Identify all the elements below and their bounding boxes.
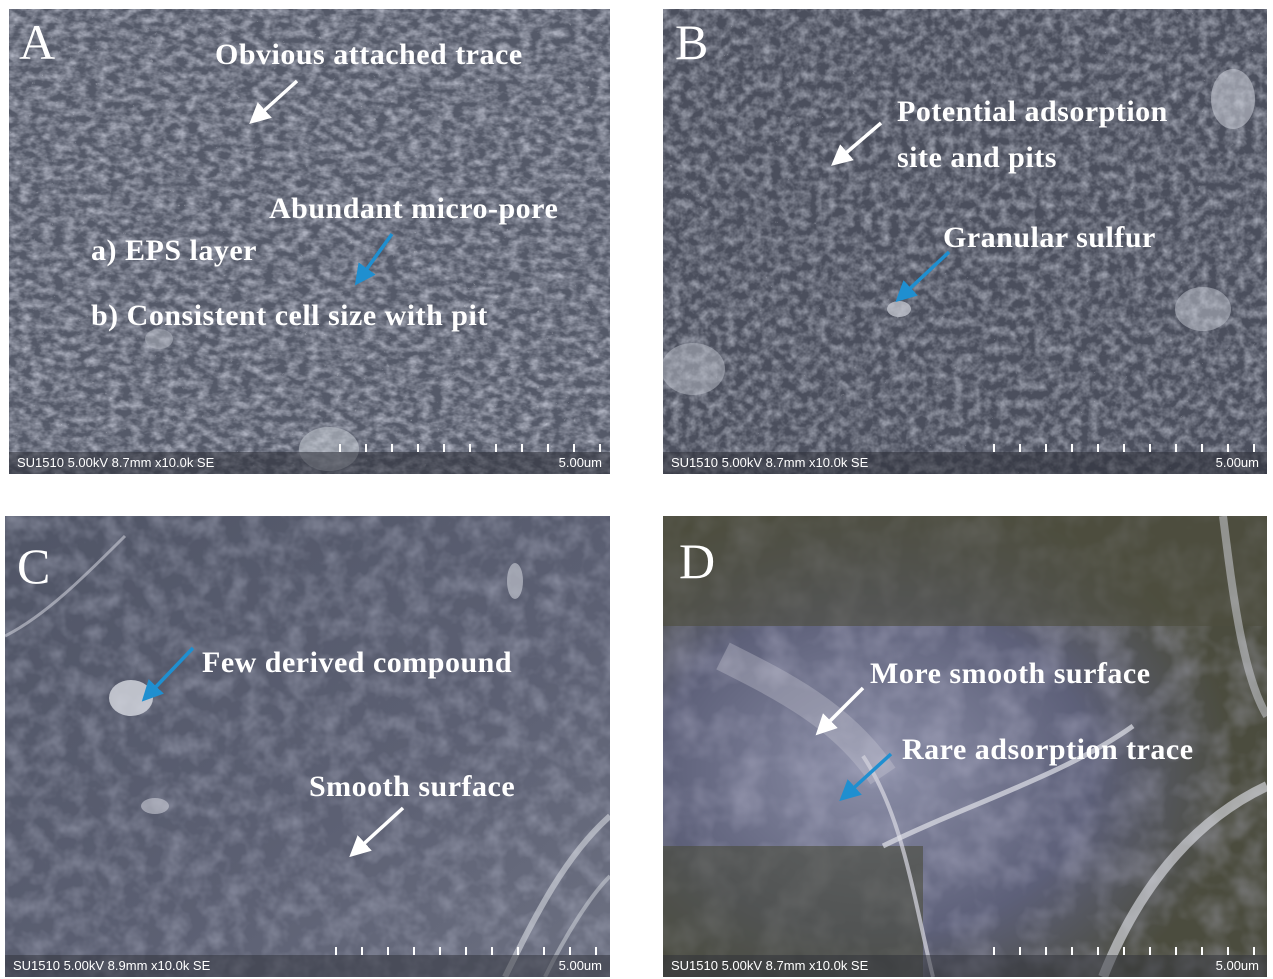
panel-letter-c: C: [17, 538, 51, 594]
sem-info-bar-d: SU1510 5.00kV 8.7mm x10.0k SE 5.00um: [663, 955, 1267, 977]
sem-info-bar-b: SU1510 5.00kV 8.7mm x10.0k SE 5.00um: [663, 452, 1267, 474]
sem-panel-a: A Obvious attached trace Abundant micro-…: [9, 9, 610, 474]
sem-info-bar-a: SU1510 5.00kV 8.7mm x10.0k SE 5.00um: [9, 452, 610, 474]
annotation-smooth-surface: Smooth surface: [309, 770, 516, 803]
annotation-attached-trace: Obvious attached trace: [215, 38, 523, 71]
annotation-cell-size: b) Consistent cell size with pit: [91, 299, 488, 332]
panel-letter-a: A: [19, 14, 56, 70]
annotation-more-smooth-surface: More smooth surface: [870, 657, 1151, 690]
annotation-granular-sulfur: Granular sulfur: [943, 221, 1156, 254]
annotation-adsorption-site-line2: site and pits: [897, 141, 1057, 174]
annotation-rare-adsorption-trace: Rare adsorption trace: [902, 733, 1194, 766]
scale-ticks-d: [993, 947, 1265, 957]
sem-panel-c: C Few derived compound Smooth surface SU…: [5, 516, 610, 977]
scale-label-a: 5.00um: [558, 455, 602, 470]
scale-ticks-b: [993, 444, 1265, 454]
annotation-micro-pore: Abundant micro-pore: [269, 192, 559, 225]
sem-image-d: [663, 516, 1267, 977]
annotation-eps-layer: a) EPS layer: [91, 234, 257, 267]
sem-image-b: [663, 9, 1267, 474]
sem-image-c: [5, 516, 610, 977]
panel-letter-d: D: [679, 533, 716, 589]
scale-label-b: 5.00um: [1215, 455, 1259, 470]
sem-info-bar-c: SU1510 5.00kV 8.9mm x10.0k SE 5.00um: [5, 955, 610, 977]
sem-info-c: SU1510 5.00kV 8.9mm x10.0k SE: [13, 958, 211, 973]
panel-letter-b: B: [675, 14, 709, 70]
scale-ticks-c: [335, 947, 607, 957]
scale-label-d: 5.00um: [1215, 958, 1259, 973]
sem-info-b: SU1510 5.00kV 8.7mm x10.0k SE: [671, 455, 869, 470]
sem-panel-d: D More smooth surface Rare adsorption tr…: [663, 516, 1267, 977]
sem-info-a: SU1510 5.00kV 8.7mm x10.0k SE: [17, 455, 215, 470]
sem-info-d: SU1510 5.00kV 8.7mm x10.0k SE: [671, 958, 869, 973]
sem-image-a: [9, 9, 610, 474]
annotation-adsorption-site-line1: Potential adsorption: [897, 95, 1168, 128]
annotation-derived-compound: Few derived compound: [202, 646, 512, 679]
scale-ticks-a: [339, 444, 609, 454]
scale-label-c: 5.00um: [558, 958, 602, 973]
sem-panel-b: B Potential adsorption site and pits Gra…: [663, 9, 1267, 474]
